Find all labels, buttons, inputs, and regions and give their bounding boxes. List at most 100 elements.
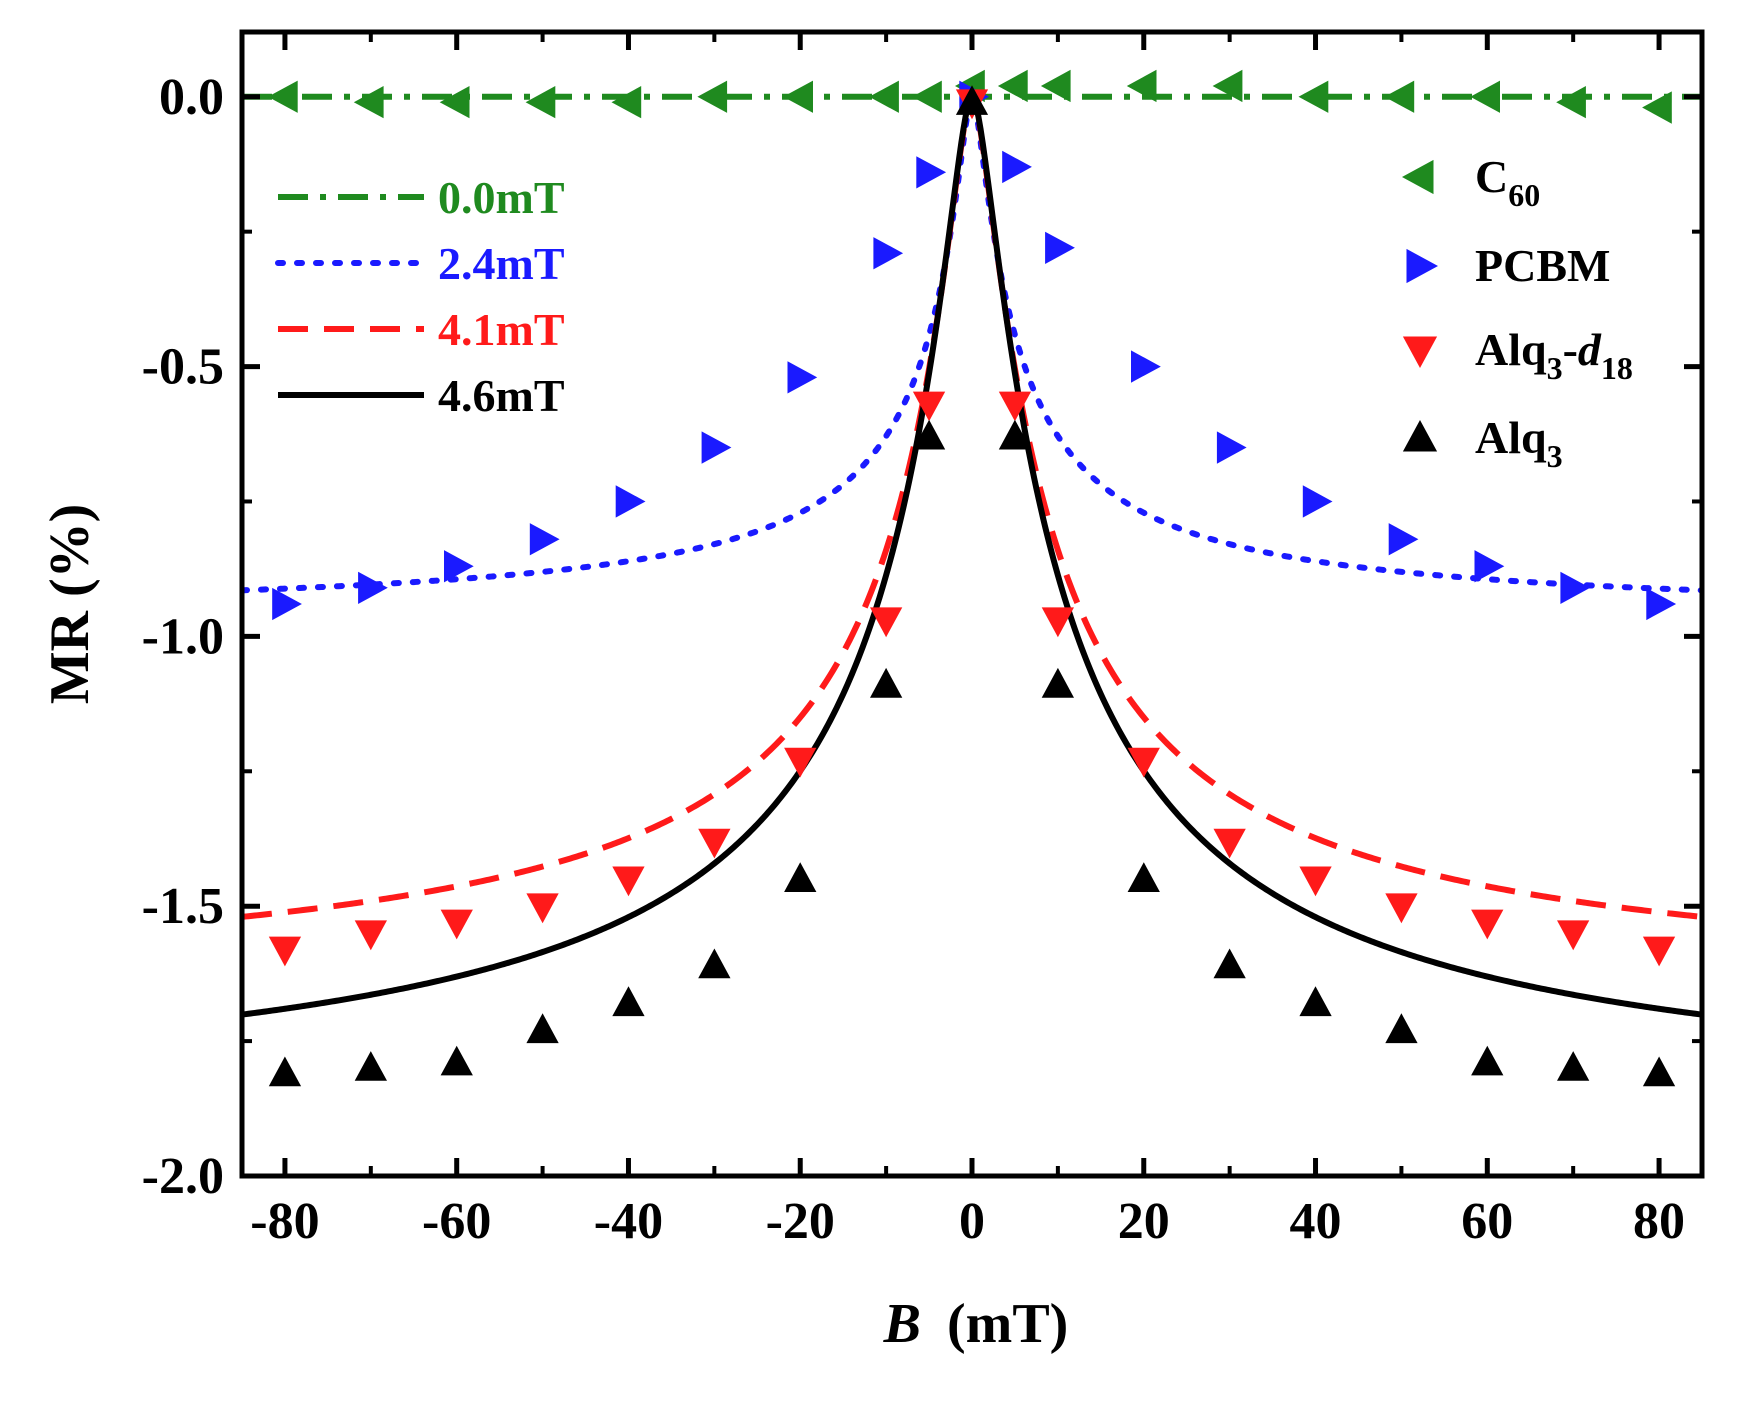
marker-pcbm [529, 523, 560, 556]
y-tick-label: -0.5 [142, 339, 224, 396]
marker-legend-label: Alq3-d18 [1475, 324, 1633, 386]
marker-pcbm [1131, 350, 1161, 383]
marker-c60 [912, 80, 942, 113]
fit-legend-label: 4.6mT [438, 370, 565, 421]
marker-c60 [1642, 91, 1672, 124]
marker-c60 [997, 69, 1028, 103]
y-tick-label: -1.5 [142, 878, 224, 935]
marker-alq3-d18 [912, 391, 946, 422]
marker-alq3-d18 [1557, 920, 1590, 951]
marker-pcbm [1002, 150, 1032, 184]
marker-c60 [439, 86, 470, 119]
marker-pcbm [1216, 431, 1247, 464]
marker-alq3-d18 [698, 828, 731, 859]
marker-pcbm [272, 587, 302, 621]
marker-c60 [783, 80, 813, 113]
marker-legend-label: Alq3 [1475, 412, 1563, 474]
marker-alq3-d18 [354, 920, 387, 951]
marker-alq3-d18 [268, 936, 302, 967]
fit-legend-label: 0.0mT [438, 172, 565, 223]
marker-alq3 [440, 1045, 473, 1076]
x-tick-label: 0 [959, 1193, 985, 1250]
marker-alq3 [612, 986, 645, 1017]
marker-alq3 [698, 948, 731, 979]
marker-pcbm [1646, 587, 1677, 621]
marker-pcbm [916, 156, 947, 189]
marker-c60 [353, 86, 384, 119]
marker-c60 [1298, 80, 1329, 113]
marker-c60 [697, 80, 728, 113]
marker-alq3 [268, 1056, 302, 1087]
marker-alq3-d18 [870, 607, 903, 638]
marker-alq3-d18 [784, 747, 817, 778]
marker-alq3 [912, 419, 946, 450]
marker-alq3 [998, 419, 1032, 450]
marker-legend: C60 PCBM Alq3-d18 Alq3 [1402, 151, 1633, 474]
marker-alq3-d18 [526, 893, 559, 924]
marker-legend-label: PCBM [1475, 240, 1610, 291]
marker-c60 [525, 86, 556, 119]
x-tick-label: -20 [766, 1193, 835, 1250]
marker-alq3 [526, 1013, 559, 1044]
marker-alq3 [784, 862, 817, 892]
marker-legend-symbol [1402, 159, 1434, 195]
marker-alq3-d18 [1642, 936, 1676, 967]
y-axis-title: MR (%) [39, 504, 101, 705]
marker-pcbm [873, 237, 904, 270]
marker-alq3-d18 [998, 391, 1032, 422]
marker-legend-symbol [1402, 336, 1438, 368]
marker-pcbm [701, 431, 732, 464]
marker-alq3-d18 [1127, 747, 1160, 778]
marker-legend-symbol [1406, 248, 1438, 284]
y-tick-label: -1.0 [142, 608, 224, 665]
marker-pcbm [444, 550, 474, 583]
marker-c60 [869, 80, 899, 113]
marker-pcbm [1302, 485, 1333, 518]
fit-curve-2.4mT [242, 89, 1702, 594]
marker-alq3 [1385, 1013, 1418, 1044]
marker-alq3-d18 [1041, 607, 1074, 638]
fit-legend-label: 4.1mT [438, 304, 565, 355]
x-tick-label: 40 [1290, 1193, 1342, 1250]
x-tick-label: -80 [250, 1193, 319, 1250]
marker-alq3 [955, 85, 989, 115]
marker-alq3 [1127, 862, 1160, 892]
marker-pcbm [1045, 231, 1075, 264]
x-tick-label: -60 [422, 1193, 491, 1250]
marker-alq3 [1471, 1045, 1504, 1076]
marker-c60 [1556, 86, 1586, 119]
marker-legend-symbol [1402, 420, 1438, 452]
x-tick-label: 80 [1633, 1193, 1685, 1250]
axis-ticks: -80 -60 -40 -20 0 20 40 60 80 0.0 -0.5 -1.0 -1.5 -2.0 [142, 32, 1702, 1250]
x-axis-title: B (mT) [883, 1293, 1069, 1355]
marker-pcbm [1388, 523, 1419, 556]
marker-c60 [267, 80, 298, 113]
marker-alq3 [1557, 1051, 1590, 1081]
fit-legend-label: 2.4mT [438, 238, 565, 289]
marker-alq3-d18 [1385, 893, 1418, 924]
marker-c60 [611, 86, 642, 119]
marker-alq3-d18 [1213, 828, 1246, 859]
marker-pcbm [1474, 550, 1505, 583]
x-axis-var: B [883, 1293, 921, 1355]
marker-alq3 [870, 667, 903, 698]
marker-alq3-d18 [612, 866, 645, 897]
y-tick-label: 0.0 [159, 69, 224, 126]
marker-c60 [1040, 69, 1071, 103]
marker-pcbm [1560, 571, 1591, 604]
x-tick-label: 60 [1461, 1193, 1513, 1250]
marker-c60 [1126, 69, 1157, 103]
marker-pcbm [615, 485, 646, 518]
marker-alq3 [354, 1051, 387, 1081]
marker-alq3 [1642, 1056, 1676, 1087]
x-tick-label: -40 [594, 1193, 663, 1250]
x-axis-unit: (mT) [947, 1293, 1068, 1355]
data-markers [267, 69, 1677, 1087]
x-tick-label: 20 [1118, 1193, 1170, 1250]
marker-pcbm [358, 571, 388, 604]
marker-c60 [1384, 80, 1415, 113]
marker-c60 [1470, 80, 1500, 113]
marker-legend-label: C60 [1475, 151, 1540, 213]
marker-pcbm [787, 361, 818, 394]
